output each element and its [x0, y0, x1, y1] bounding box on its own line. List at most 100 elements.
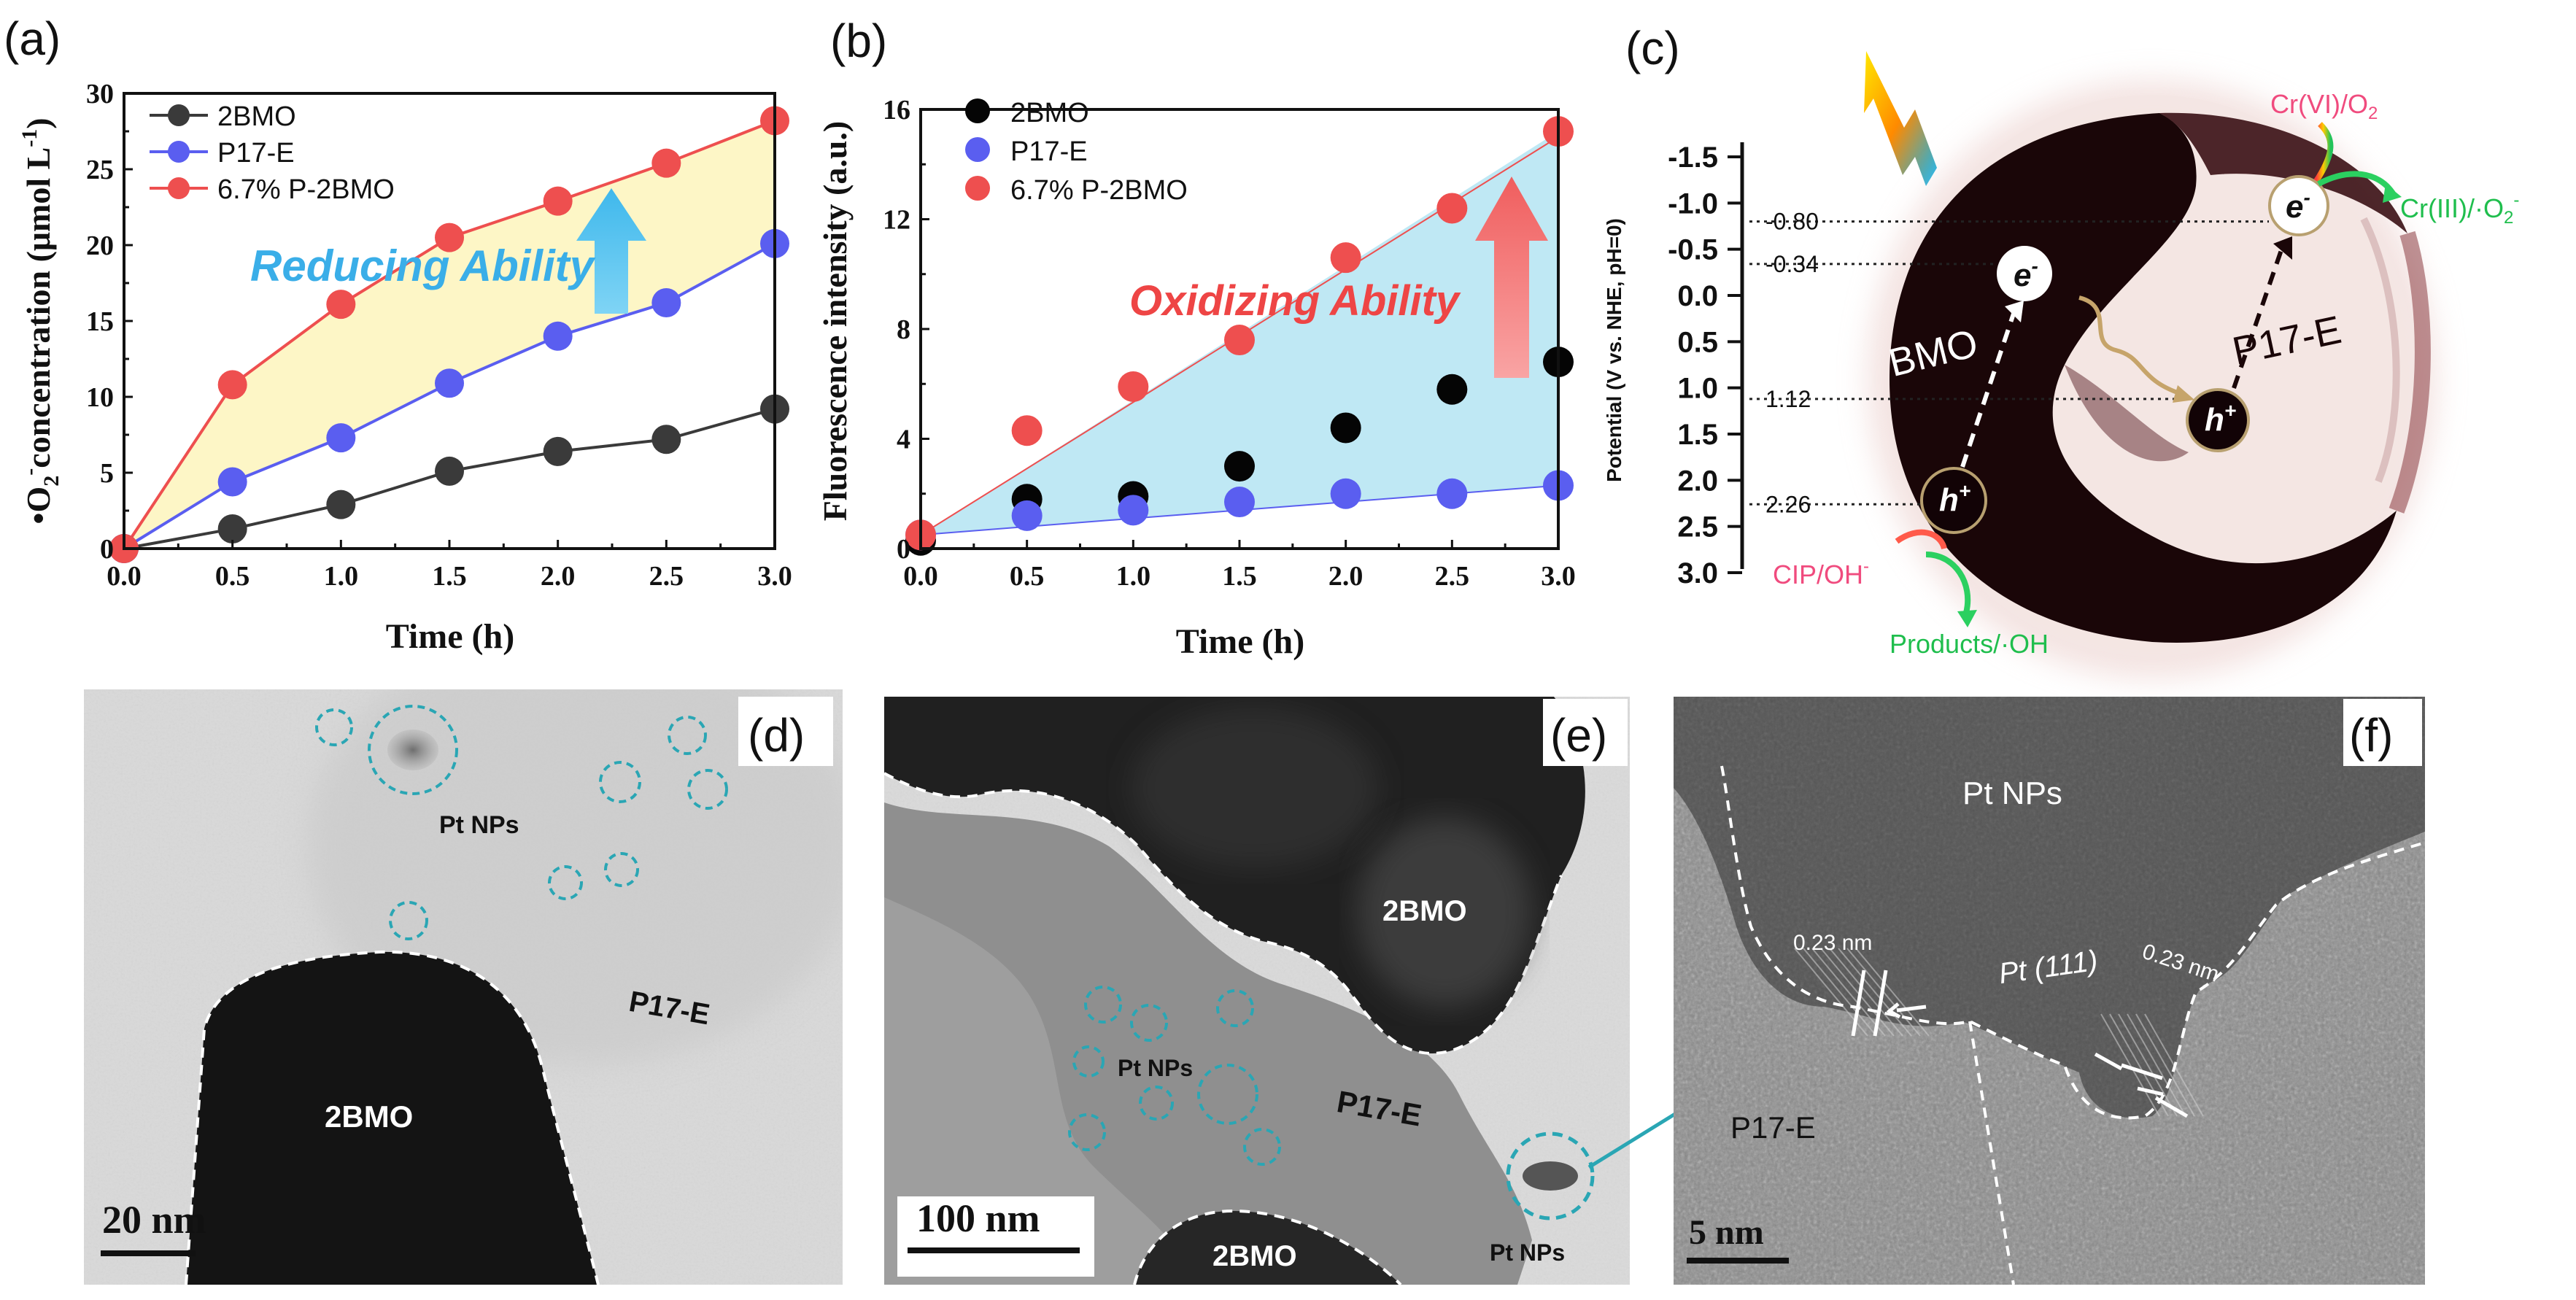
chart-b-point-p17-e — [1118, 495, 1149, 526]
chart-a-y-tick-label: 10 — [86, 382, 114, 413]
chart-a-point-6-7-p-2bmo — [435, 223, 464, 252]
pt-boundary-f — [1720, 765, 2425, 1120]
chart-b-x-tick-label: 1.0 — [1116, 561, 1151, 592]
chart-a-y-tick-label: 25 — [86, 155, 114, 185]
charge-transfer-arrow — [2078, 295, 2182, 396]
reducing-arrow — [576, 188, 646, 314]
potential-levels: -0.80 -0.34 1.12 2.26 — [1749, 209, 2269, 517]
potential-tick-label: 1.0 — [1677, 373, 1718, 405]
pt-np-circle — [599, 761, 641, 803]
pt-np-circle — [368, 705, 458, 795]
chart-b-point-2bmo — [1224, 451, 1255, 482]
pt-np-circle — [687, 769, 728, 810]
y-axis-label-a: •O2-concentration (μmol L-1) — [18, 117, 63, 524]
chart-b-point-6-7-p-2bmo — [1224, 325, 1255, 356]
pt-nps-label-d: Pt NPs — [439, 811, 519, 839]
hole-p17e-label: h+ — [2205, 399, 2236, 438]
scale-label-d: 20 nm — [102, 1198, 206, 1242]
bmo-top-label-e: 2BMO — [1382, 895, 1467, 927]
hole-p17e — [2186, 388, 2250, 452]
chart-a-y-tick-label: 15 — [86, 306, 114, 337]
panel-label-f: (f) — [2349, 709, 2393, 762]
reducing-ability-label: Reducing Ability — [250, 241, 596, 290]
legend-marker-2bmo — [168, 104, 190, 126]
pt-np-circle — [1068, 1113, 1106, 1151]
chart-a-x-tick-label: 0.5 — [215, 561, 250, 592]
potential-tick-label: 3.0 — [1677, 557, 1718, 589]
panel-d-tem — [84, 689, 843, 1285]
panel-label-a: (a) — [4, 12, 61, 65]
potential-tick-label: 0.0 — [1677, 280, 1718, 312]
bmo-label-d: 2BMO — [325, 1099, 413, 1134]
potential-axis-ticks: -1.5 -1.0 -0.5 0.0 0.5 1.0 1.5 2.0 2.5 3.0 — [1668, 142, 1742, 589]
chart-a-point-p17-e — [651, 288, 681, 318]
plot-a-area: 0.0 0.5 1.0 1.5 2.0 2.5 3.0 0 5 10 15 20 25 30 — [86, 79, 792, 592]
legend-b: 2BMO P17-E 6.7% P-2BMO — [965, 98, 1188, 206]
chart-a-y-tick-label: 0 — [100, 534, 114, 565]
legend-label-2bmo-b: 2BMO — [1010, 98, 1089, 128]
legend-marker-p2bmo-b — [965, 176, 990, 201]
chart-b-y-tick-label: 12 — [883, 205, 910, 236]
chart-a-point-6-7-p-2bmo — [217, 370, 247, 400]
potential-level-label: 2.26 — [1765, 491, 1811, 517]
potential-tick-label: 1.5 — [1677, 419, 1718, 451]
cr3-label: Cr(III)/·O2- — [2400, 190, 2519, 228]
x-axis-label-b: Time (h) — [1176, 622, 1304, 661]
potential-level-label: -0.34 — [1765, 251, 1819, 277]
pt-np-circle — [1216, 989, 1254, 1027]
chart-b-point-p17-e — [1224, 487, 1255, 518]
scale-label-f: 5 nm — [1689, 1213, 1764, 1252]
panel-label-c: (c) — [1625, 22, 1680, 74]
panel-label-d: (d) — [748, 709, 805, 762]
chart-b-y-tick-label: 16 — [883, 95, 910, 125]
chart-b-point-6-7-p-2bmo — [1011, 415, 1043, 446]
legend-a: 2BMO P17-E 6.7% P-2BMO — [150, 101, 395, 205]
potential-tick-label: -1.0 — [1668, 187, 1718, 220]
chart-b-x-tick-label: 0.5 — [1010, 561, 1045, 592]
light-bolt-icon — [1864, 51, 1937, 186]
chart-a-point-p17-e — [217, 467, 247, 497]
chart-a-x-tick-label: 2.5 — [649, 561, 684, 592]
potential-level-label: -0.80 — [1765, 209, 1819, 235]
y-axis-label-b: Fluorescence intensity (a.u.) — [816, 121, 854, 522]
chart-a-point-2bmo — [326, 490, 356, 519]
pt-nps-label-e: Pt NPs — [1118, 1055, 1193, 1081]
cip-label: CIP/OH- — [1773, 557, 1869, 589]
electron-bmo — [1997, 246, 2052, 301]
products-label: Products/·OH — [1890, 629, 2049, 659]
chart-a-y-tick-label: 5 — [100, 458, 114, 489]
chart-b-y-tick-label: 0 — [897, 534, 910, 565]
pt-nps-label-f: Pt NPs — [1962, 775, 2062, 811]
legend-marker-p2bmo — [168, 177, 190, 199]
legend-label-p2bmo-b: 6.7% P-2BMO — [1010, 175, 1188, 206]
legend-marker-2bmo-b — [965, 98, 990, 123]
chart-a-point-2bmo — [435, 456, 464, 486]
legend-marker-p17e-b — [965, 137, 990, 162]
electron-bmo-label: e- — [2014, 255, 2038, 293]
chart-a-point-p17-e — [326, 423, 356, 453]
pt-np-circle — [1139, 1086, 1174, 1121]
pt-np-circle — [548, 865, 583, 900]
chart-b-point-6-7-p-2bmo — [1118, 371, 1149, 403]
legend-marker-p17e — [168, 141, 190, 163]
potential-level-label: 1.12 — [1765, 386, 1811, 412]
chart-b-point-6-7-p-2bmo — [1330, 242, 1361, 274]
pt-np-circle — [1072, 1045, 1105, 1077]
chart-a-point-6-7-p-2bmo — [543, 186, 573, 216]
panel-b: (b) 0.0 0.5 1.0 1.5 2.0 2.5 3.0 0 4 8 12 16 2BMO P1… — [816, 15, 1576, 661]
panel-label-b: (b) — [830, 15, 887, 67]
panel-f-tem — [1674, 697, 2425, 1285]
chart-b-point-p17-e — [1330, 478, 1361, 509]
potential-tick-label: -0.5 — [1668, 234, 1718, 266]
pt-nps-label-e2: Pt NPs — [1490, 1239, 1565, 1266]
excitation-arrow-p17e — [2232, 247, 2284, 389]
oxidizing-ability-label: Oxidizing Ability — [1129, 277, 1461, 325]
chart-b-x-tick-label: 2.5 — [1435, 561, 1470, 592]
legend-label-p2bmo: 6.7% P-2BMO — [217, 174, 395, 205]
plot-b-area: 0.0 0.5 1.0 1.5 2.0 2.5 3.0 0 4 8 12 16 — [883, 95, 1576, 592]
chart-a-point-2bmo — [217, 514, 247, 543]
chart-b-point-p17-e — [1436, 478, 1468, 509]
legend-label-p17e-b: P17-E — [1010, 136, 1088, 167]
chart-a-point-p17-e — [435, 368, 464, 398]
